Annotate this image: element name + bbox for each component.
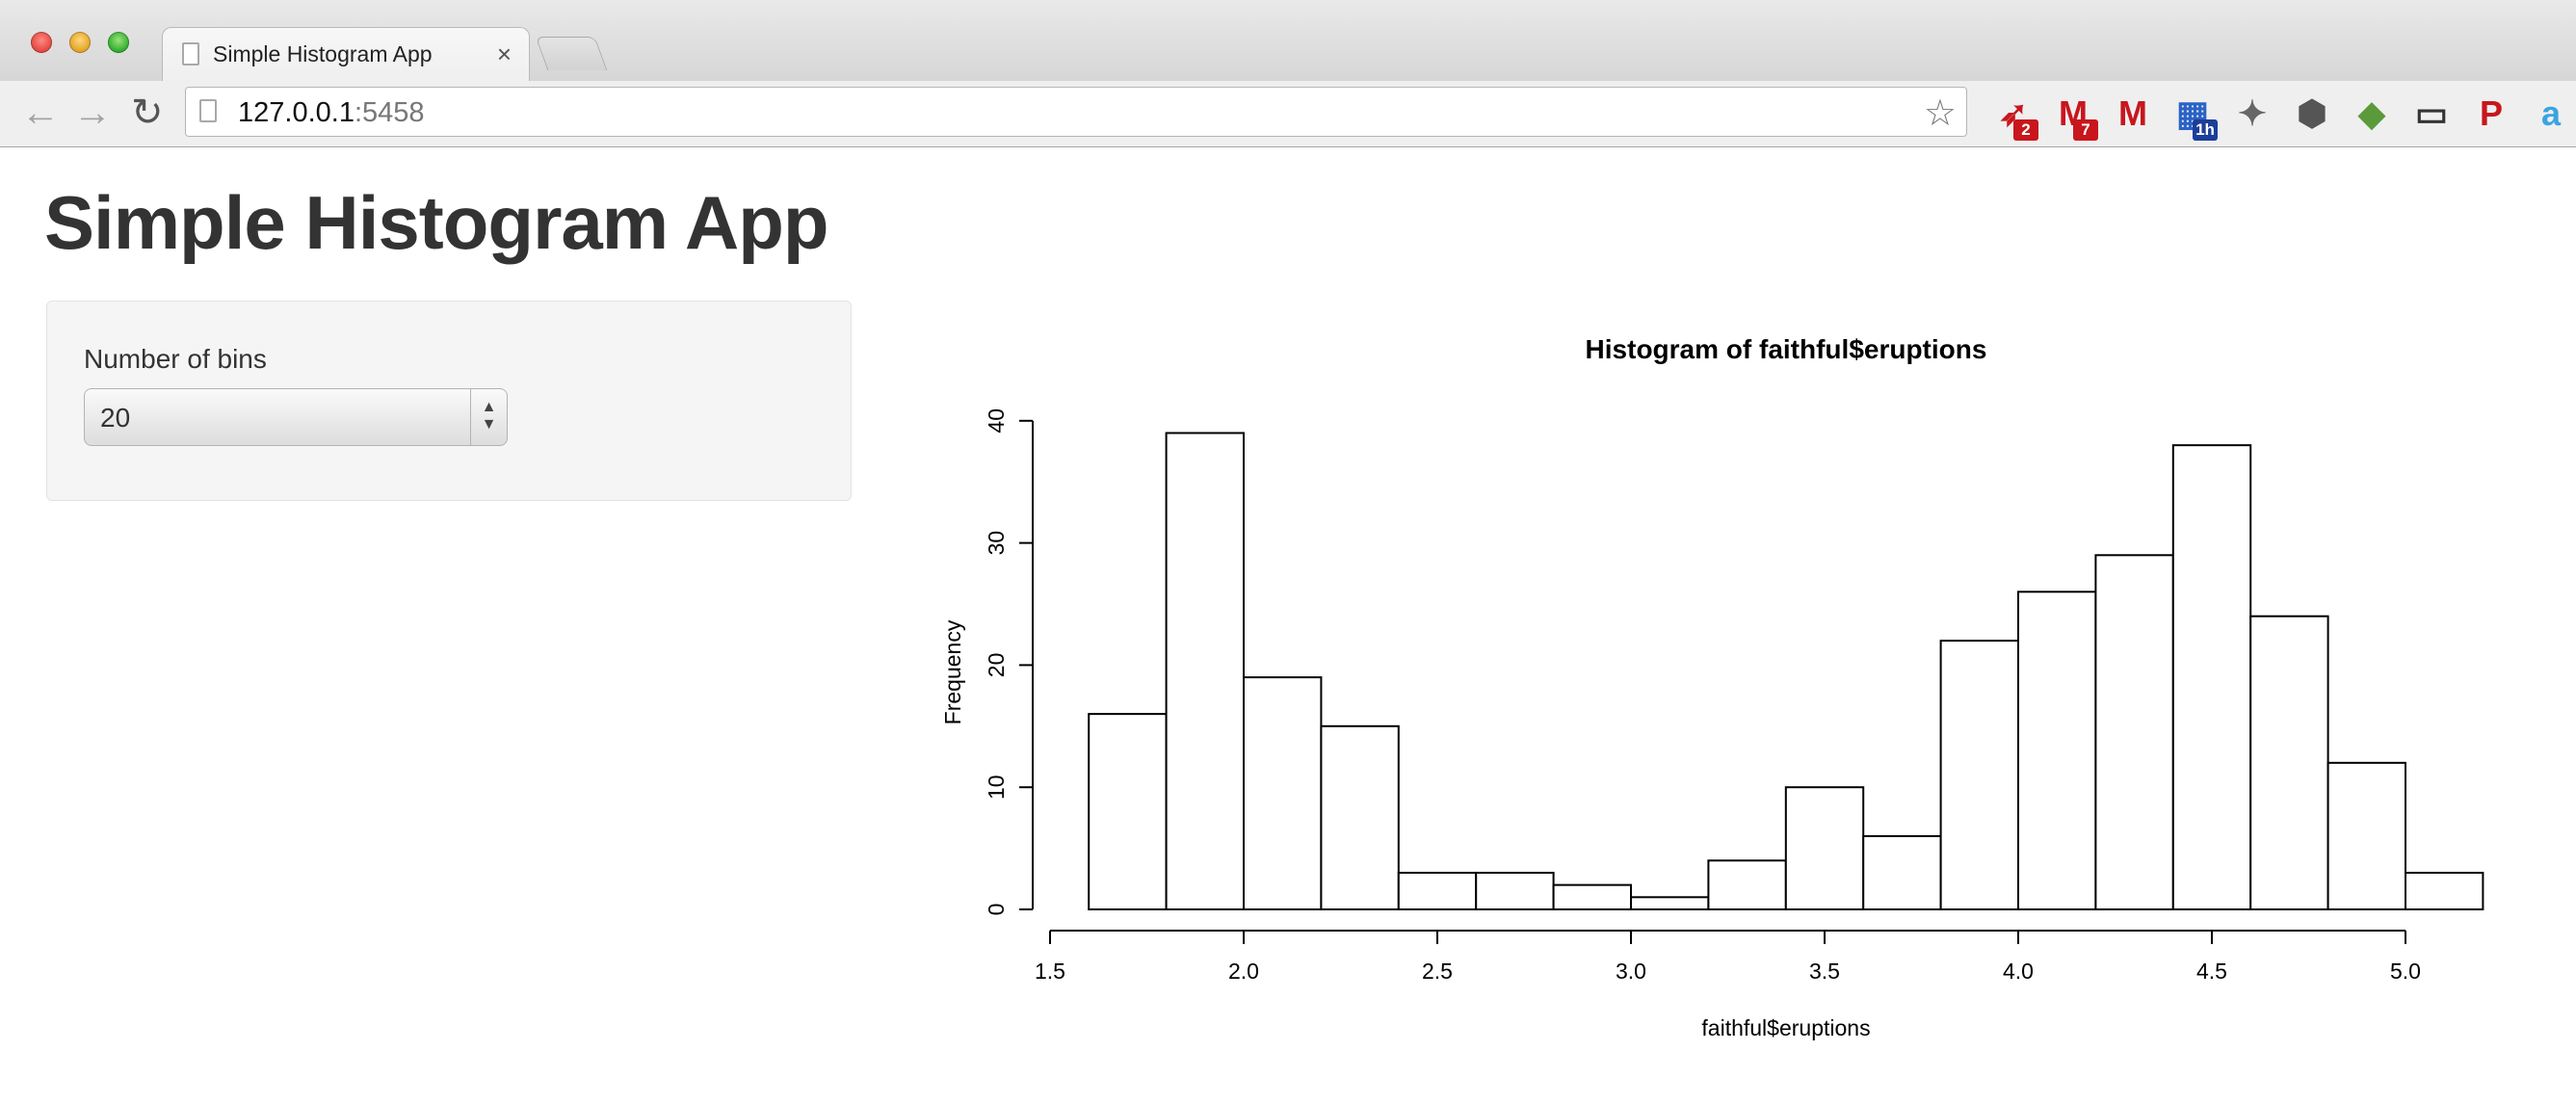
x-axis-label: faithful$eruptions xyxy=(1701,1015,1870,1040)
histogram-bar xyxy=(1397,871,1478,911)
histogram-bar xyxy=(1165,432,1246,910)
sidebar-panel: Number of bins 20 ▲ ▼ xyxy=(46,301,852,501)
x-tick-label: 4.5 xyxy=(2196,959,2227,984)
histogram-bar xyxy=(1707,859,1787,911)
bins-select[interactable]: 20 ▲ ▼ xyxy=(84,388,508,446)
histogram-bar xyxy=(1552,883,1632,911)
chart-title: Histogram of faithful$eruptions xyxy=(1586,334,1987,364)
histogram-bar xyxy=(1320,724,1400,910)
histogram-bar xyxy=(2171,444,2252,910)
browser-tab[interactable]: Simple Histogram App × xyxy=(162,27,530,82)
bars-group xyxy=(1088,432,2484,911)
x-axis: 1.5 2.0 2.5 3.0 3.5 4.0 4.5 5.0 xyxy=(1035,930,2421,984)
histogram-bar xyxy=(1630,896,1710,911)
y-axis-label: Frequency xyxy=(940,619,965,724)
x-tick-label: 2.0 xyxy=(1228,959,1259,984)
y-tick-label: 20 xyxy=(984,653,1009,678)
x-tick-label: 5.0 xyxy=(2390,959,2421,984)
forward-arrow-icon[interactable]: → xyxy=(73,92,112,134)
url-port: :5458 xyxy=(354,97,425,128)
bins-value: 20 xyxy=(100,403,131,433)
evernote-icon[interactable]: ◆ xyxy=(2358,93,2385,133)
extension-badge: 7 xyxy=(2073,119,2098,141)
x-tick-label: 4.0 xyxy=(2003,959,2034,984)
extension-badge: 2 xyxy=(2013,119,2038,141)
a-icon[interactable]: a xyxy=(2540,93,2562,133)
bins-label: Number of bins xyxy=(84,344,267,374)
bookmark-star-icon[interactable]: ☆ xyxy=(1923,93,1957,134)
minimize-window-icon[interactable] xyxy=(69,32,91,53)
new-tab-button[interactable] xyxy=(535,37,608,70)
histogram-bar xyxy=(1939,640,2019,910)
select-arrows-icon: ▲ ▼ xyxy=(470,389,507,445)
tools-icon[interactable]: ✦ xyxy=(2237,93,2268,133)
browser-titlebar: Simple Histogram App × xyxy=(0,0,2576,82)
extension-badge: 1h xyxy=(2193,119,2218,141)
pinterest-icon[interactable]: P xyxy=(2479,93,2503,133)
y-axis: 0 10 20 30 40 xyxy=(984,408,1034,916)
page-icon xyxy=(199,99,217,122)
x-tick-label: 2.5 xyxy=(1422,959,1453,984)
x-tick-label: 1.5 xyxy=(1035,959,1065,984)
hexagon-icon[interactable]: ⬢ xyxy=(2297,93,2327,133)
url-host: 127.0.0.1 xyxy=(238,97,355,128)
y-tick-label: 10 xyxy=(984,775,1009,800)
y-tick-label: 0 xyxy=(984,904,1009,916)
y-tick-label: 30 xyxy=(984,531,1009,556)
tab-title: Simple Histogram App xyxy=(213,41,433,66)
address-bar[interactable]: 127.0.0.1:5458 ☆ xyxy=(185,87,1967,137)
histogram-bar xyxy=(2326,761,2406,910)
gmail-send-icon[interactable]: M xyxy=(2118,93,2147,133)
back-arrow-icon[interactable]: ← xyxy=(21,92,60,134)
histogram-bar xyxy=(1862,834,1942,910)
x-tick-label: 3.5 xyxy=(1809,959,1840,984)
histogram-bar xyxy=(2405,871,2484,911)
bird-icon[interactable]: ➶ 2 xyxy=(1992,92,2038,141)
histogram-bar xyxy=(1475,871,1555,911)
close-window-icon[interactable] xyxy=(31,32,52,53)
histogram-bar xyxy=(2249,615,2329,910)
histogram-bar xyxy=(2017,591,2097,910)
histogram-bar xyxy=(1243,676,1323,910)
reload-icon[interactable]: ↻ xyxy=(131,92,164,134)
url-text: 127.0.0.1:5458 xyxy=(238,97,425,129)
y-tick-label: 40 xyxy=(984,408,1009,434)
calendar-icon[interactable]: ▦ 1h xyxy=(2171,92,2218,141)
maximize-window-icon[interactable] xyxy=(108,32,129,53)
histogram-bar xyxy=(1088,713,1168,910)
histogram-chart: Histogram of faithful$eruptions Frequenc… xyxy=(940,334,2484,1040)
histogram-bar xyxy=(1784,786,1865,911)
tab-close-icon[interactable]: × xyxy=(496,39,512,68)
page-title: Simple Histogram App xyxy=(44,180,829,265)
page-icon xyxy=(182,42,199,66)
x-tick-label: 3.0 xyxy=(1616,959,1646,984)
cast-icon[interactable]: ▭ xyxy=(2414,93,2448,133)
histogram-bar xyxy=(2094,554,2174,910)
